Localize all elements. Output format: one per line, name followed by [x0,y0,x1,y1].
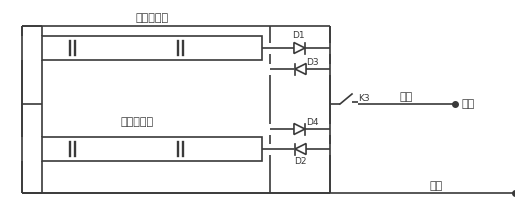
Text: D4: D4 [306,118,319,127]
Text: D2: D2 [294,157,306,165]
Text: D1: D1 [291,31,304,41]
Bar [42,36,262,60]
Text: 总正: 总正 [400,92,413,102]
Text: 总负: 总负 [430,181,443,191]
Bar [42,137,262,161]
Text: 第一电池组: 第一电池组 [135,13,168,23]
Text: D3: D3 [306,58,319,67]
Text: 第二电池组: 第二电池组 [121,117,153,127]
Text: 负载: 负载 [462,99,475,109]
Text: K3: K3 [358,94,370,103]
